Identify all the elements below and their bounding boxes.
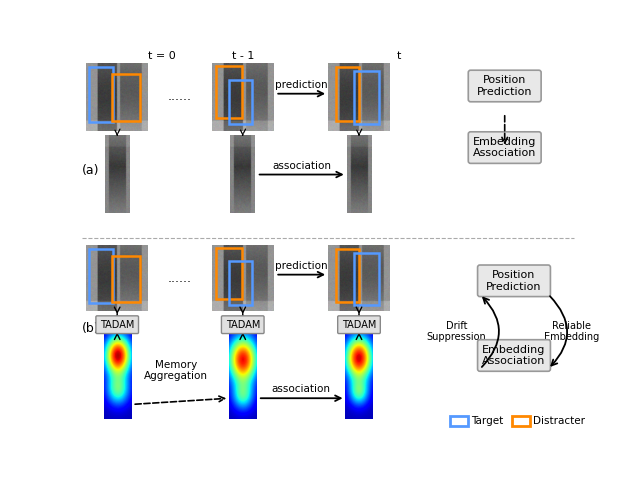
Text: TADAM: TADAM <box>342 320 376 330</box>
Text: Memory
Aggregation: Memory Aggregation <box>144 360 208 381</box>
Bar <box>112 256 140 303</box>
FancyBboxPatch shape <box>338 316 380 334</box>
Bar <box>229 80 252 124</box>
Text: t = 0: t = 0 <box>148 51 176 62</box>
Text: Embedding
Association: Embedding Association <box>483 345 546 366</box>
Text: ......: ...... <box>168 272 192 284</box>
Text: (b): (b) <box>81 322 99 335</box>
Bar <box>451 416 467 427</box>
Text: Position
Prediction: Position Prediction <box>477 75 532 97</box>
Text: association: association <box>272 161 331 171</box>
Text: Position
Prediction: Position Prediction <box>486 270 541 292</box>
Bar <box>336 249 359 302</box>
Text: Target: Target <box>470 416 503 426</box>
Bar <box>355 70 379 124</box>
Bar <box>216 66 242 119</box>
Bar <box>229 261 252 305</box>
FancyBboxPatch shape <box>468 132 541 163</box>
Text: t - 1: t - 1 <box>232 51 254 62</box>
Text: Embedding
Association: Embedding Association <box>473 137 536 158</box>
FancyBboxPatch shape <box>477 265 550 297</box>
Text: Distracter: Distracter <box>532 416 584 426</box>
Bar <box>355 253 379 306</box>
Text: prediction: prediction <box>275 80 328 90</box>
Text: Reliable
Embedding: Reliable Embedding <box>544 321 599 342</box>
Bar <box>88 249 113 303</box>
FancyBboxPatch shape <box>477 339 550 371</box>
Bar <box>336 67 359 121</box>
Text: Drift
Suppression: Drift Suppression <box>427 321 486 342</box>
Text: TADAM: TADAM <box>100 320 134 330</box>
Text: (a): (a) <box>81 164 99 177</box>
Text: prediction: prediction <box>275 261 328 271</box>
Bar <box>112 74 140 122</box>
Bar <box>88 67 113 122</box>
Text: t: t <box>397 51 401 62</box>
Bar <box>513 416 529 427</box>
Text: association: association <box>271 384 330 395</box>
FancyBboxPatch shape <box>96 316 138 334</box>
FancyBboxPatch shape <box>468 70 541 102</box>
FancyBboxPatch shape <box>221 316 264 334</box>
Text: ......: ...... <box>168 90 192 103</box>
Bar <box>216 248 242 299</box>
Text: TADAM: TADAM <box>225 320 260 330</box>
